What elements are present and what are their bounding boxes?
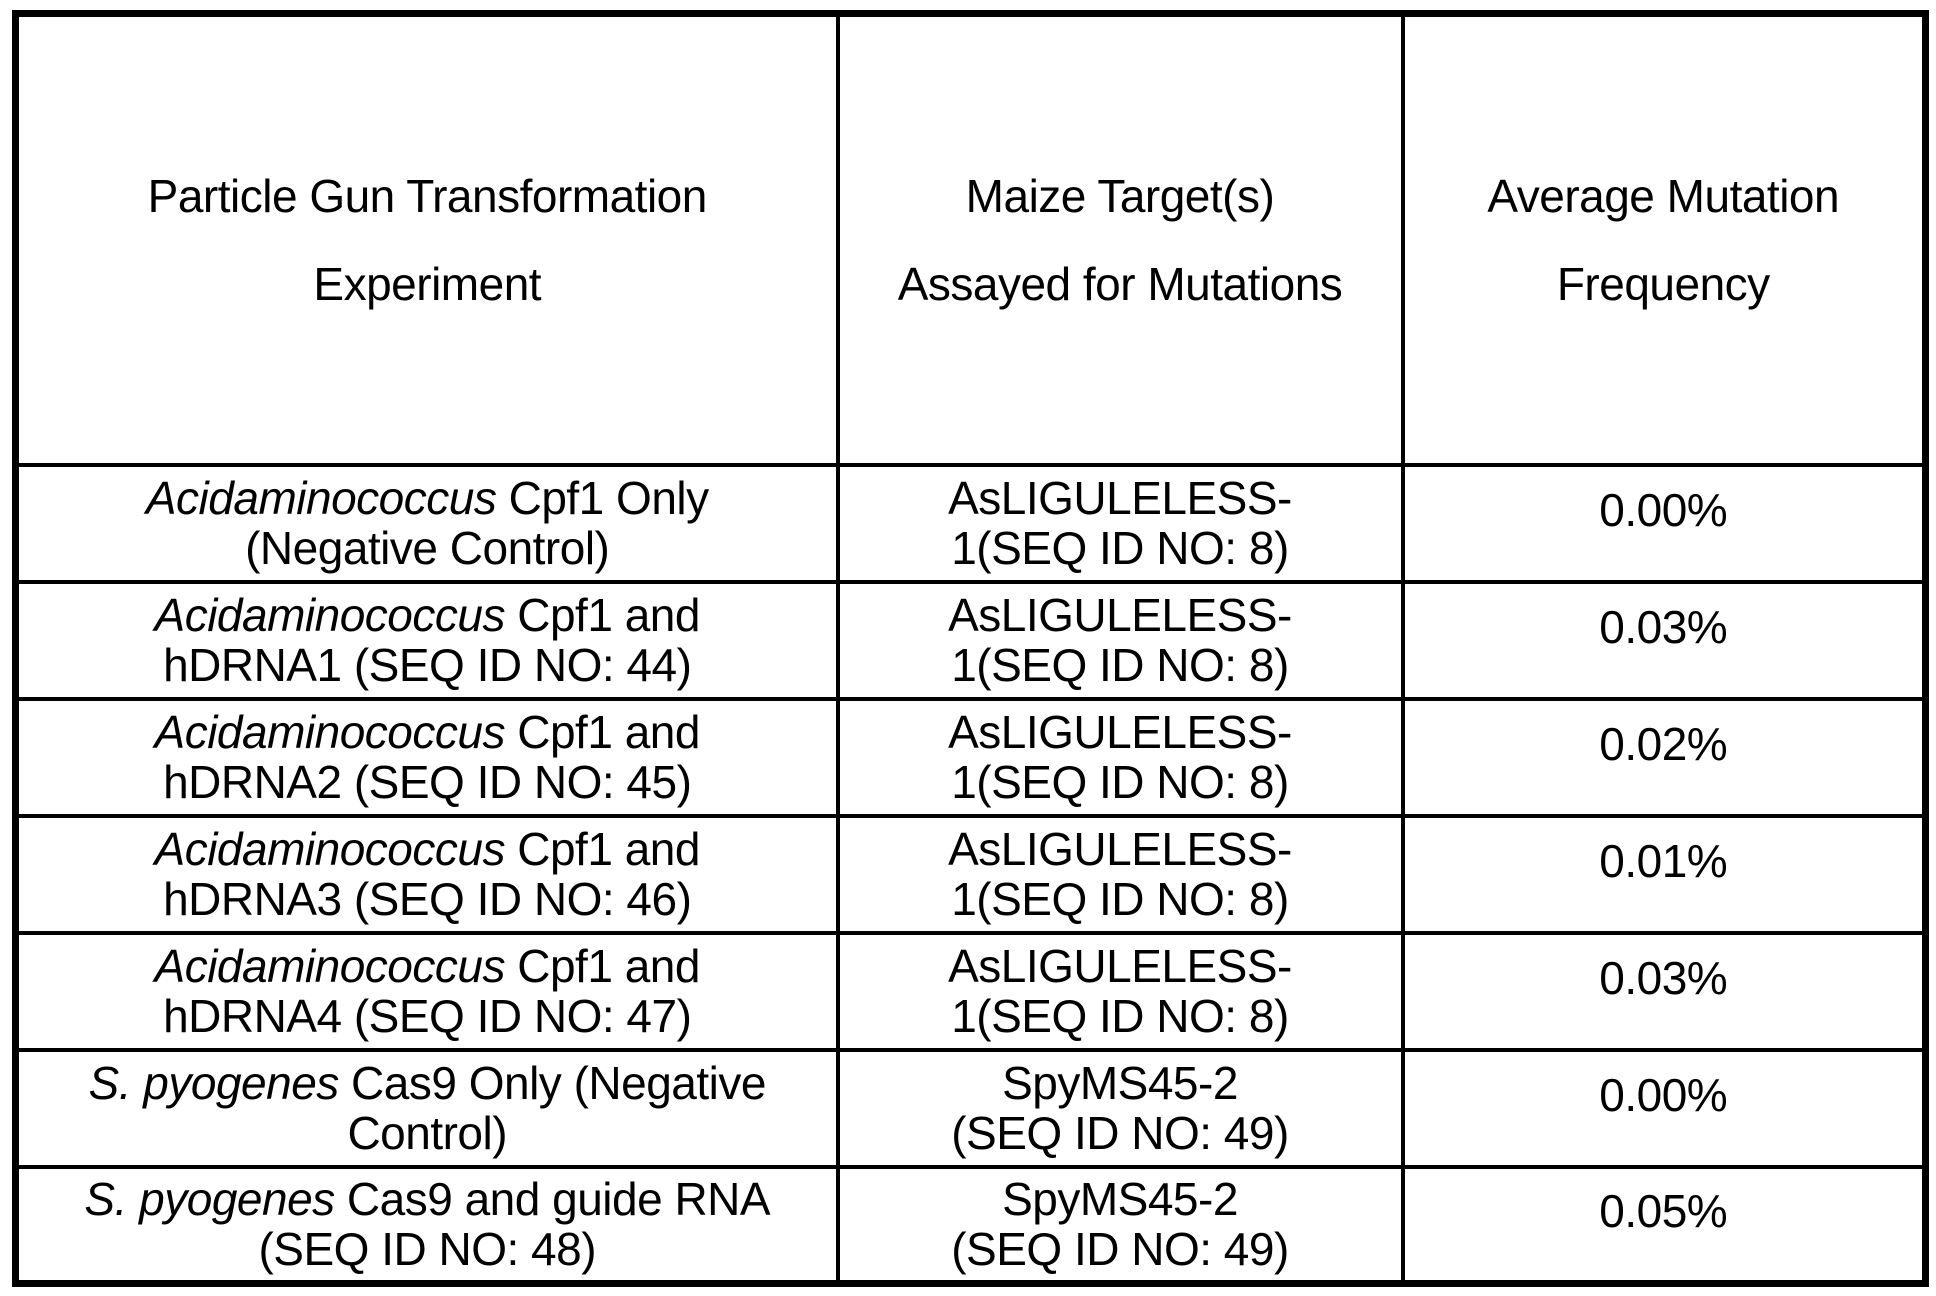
experiment-cell: S. pyogenes Cas9 Only (Negative Control)	[13, 1047, 840, 1169]
experiment-line: Acidaminococcus Cpf1 and	[154, 940, 701, 992]
experiment-cell: S. pyogenes Cas9 and guide RNA (SEQ ID NO…	[13, 1164, 840, 1286]
experiment-cell: Acidaminococcus Cpf1 and hDRNA1 (SEQ ID N…	[13, 579, 840, 701]
table-row: S. pyogenes Cas9 and guide RNA (SEQ ID NO…	[13, 1164, 1928, 1286]
experiment-line: hDRNA3 (SEQ ID NO: 46)	[163, 873, 692, 925]
target-line: 1(SEQ ID NO: 8)	[951, 756, 1289, 808]
frequency-cell: 0.02%	[1400, 696, 1928, 818]
frequency-cell: 0.00%	[1400, 462, 1928, 584]
table-row: Acidaminococcus Cpf1 and hDRNA1 (SEQ ID N…	[13, 579, 1928, 701]
experiment-line: hDRNA4 (SEQ ID NO: 47)	[163, 990, 692, 1042]
table-row: Acidaminococcus Cpf1 Only (Negative Contr…	[13, 462, 1928, 584]
target-line: AsLIGULELESS-	[948, 940, 1292, 992]
target-line: (SEQ ID NO: 49)	[951, 1107, 1289, 1159]
target-line: 1(SEQ ID NO: 8)	[951, 990, 1289, 1042]
experiment-line: Control)	[347, 1107, 508, 1159]
frequency-cell: 0.03%	[1400, 930, 1928, 1052]
target-line: (SEQ ID NO: 49)	[951, 1223, 1289, 1276]
header-experiment: Particle Gun Transformation Experiment	[13, 11, 840, 467]
target-line: AsLIGULELESS-	[948, 706, 1292, 758]
target-line: 1(SEQ ID NO: 8)	[951, 522, 1289, 574]
target-cell: AsLIGULELESS- 1(SEQ ID NO: 8)	[835, 579, 1405, 701]
frequency-cell: 0.05%	[1400, 1164, 1928, 1286]
table-row: S. pyogenes Cas9 Only (Negative Control) S…	[13, 1047, 1928, 1169]
table-row: Acidaminococcus Cpf1 and hDRNA4 (SEQ ID N…	[13, 930, 1928, 1052]
table-row: Acidaminococcus Cpf1 and hDRNA2 (SEQ ID N…	[13, 696, 1928, 818]
experiment-cell: Acidaminococcus Cpf1 and hDRNA4 (SEQ ID N…	[13, 930, 840, 1052]
mutation-frequency-table: Particle Gun Transformation Experiment M…	[12, 10, 1929, 1287]
experiment-line: (Negative Control)	[245, 522, 610, 574]
target-cell: AsLIGULELESS- 1(SEQ ID NO: 8)	[835, 813, 1405, 935]
experiment-line: (SEQ ID NO: 48)	[258, 1223, 597, 1276]
frequency-cell: 0.03%	[1400, 579, 1928, 701]
target-line: 1(SEQ ID NO: 8)	[951, 873, 1289, 925]
target-line: SpyMS45-2	[1002, 1057, 1238, 1109]
experiment-cell: Acidaminococcus Cpf1 Only (Negative Contr…	[13, 462, 840, 584]
experiment-line: Acidaminococcus Cpf1 Only	[145, 472, 709, 524]
table-body: Acidaminococcus Cpf1 Only (Negative Contr…	[13, 462, 1928, 1286]
table-row: Acidaminococcus Cpf1 and hDRNA3 (SEQ ID N…	[13, 813, 1928, 935]
frequency-cell: 0.00%	[1400, 1047, 1928, 1169]
experiment-cell: Acidaminococcus Cpf1 and hDRNA3 (SEQ ID N…	[13, 813, 840, 935]
experiment-line: S. pyogenes Cas9 and guide RNA	[84, 1173, 771, 1226]
header-frequency-line1: Average Mutation	[1487, 169, 1840, 222]
target-line: AsLIGULELESS-	[948, 823, 1292, 875]
target-cell: SpyMS45-2 (SEQ ID NO: 49)	[835, 1047, 1405, 1169]
header-experiment-line1: Particle Gun Transformation	[147, 169, 708, 222]
frequency-cell: 0.01%	[1400, 813, 1928, 935]
experiment-cell: Acidaminococcus Cpf1 and hDRNA2 (SEQ ID N…	[13, 696, 840, 818]
header-target: Maize Target(s) Assayed for Mutations	[835, 11, 1405, 467]
header-experiment-line2: Experiment	[313, 257, 542, 310]
header-target-line2: Assayed for Mutations	[897, 257, 1343, 310]
experiment-line: S. pyogenes Cas9 Only (Negative	[88, 1057, 767, 1109]
target-line: AsLIGULELESS-	[948, 472, 1292, 524]
header-row: Particle Gun Transformation Experiment M…	[13, 11, 1928, 467]
table-header: Particle Gun Transformation Experiment M…	[13, 11, 1928, 467]
experiment-line: Acidaminococcus Cpf1 and	[154, 706, 701, 758]
target-cell: AsLIGULELESS- 1(SEQ ID NO: 8)	[835, 696, 1405, 818]
header-frequency: Average Mutation Frequency	[1400, 11, 1928, 467]
target-cell: AsLIGULELESS- 1(SEQ ID NO: 8)	[835, 930, 1405, 1052]
header-target-line1: Maize Target(s)	[965, 169, 1275, 222]
header-frequency-line2: Frequency	[1556, 257, 1770, 310]
experiment-line: Acidaminococcus Cpf1 and	[154, 823, 701, 875]
target-line: SpyMS45-2	[1002, 1173, 1238, 1226]
target-cell: AsLIGULELESS- 1(SEQ ID NO: 8)	[835, 462, 1405, 584]
target-line: 1(SEQ ID NO: 8)	[951, 639, 1289, 691]
target-line: AsLIGULELESS-	[948, 589, 1292, 641]
experiment-line: hDRNA2 (SEQ ID NO: 45)	[163, 756, 692, 808]
target-cell: SpyMS45-2 (SEQ ID NO: 49)	[835, 1164, 1405, 1286]
experiment-line: hDRNA1 (SEQ ID NO: 44)	[163, 639, 692, 691]
experiment-line: Acidaminococcus Cpf1 and	[154, 589, 701, 641]
